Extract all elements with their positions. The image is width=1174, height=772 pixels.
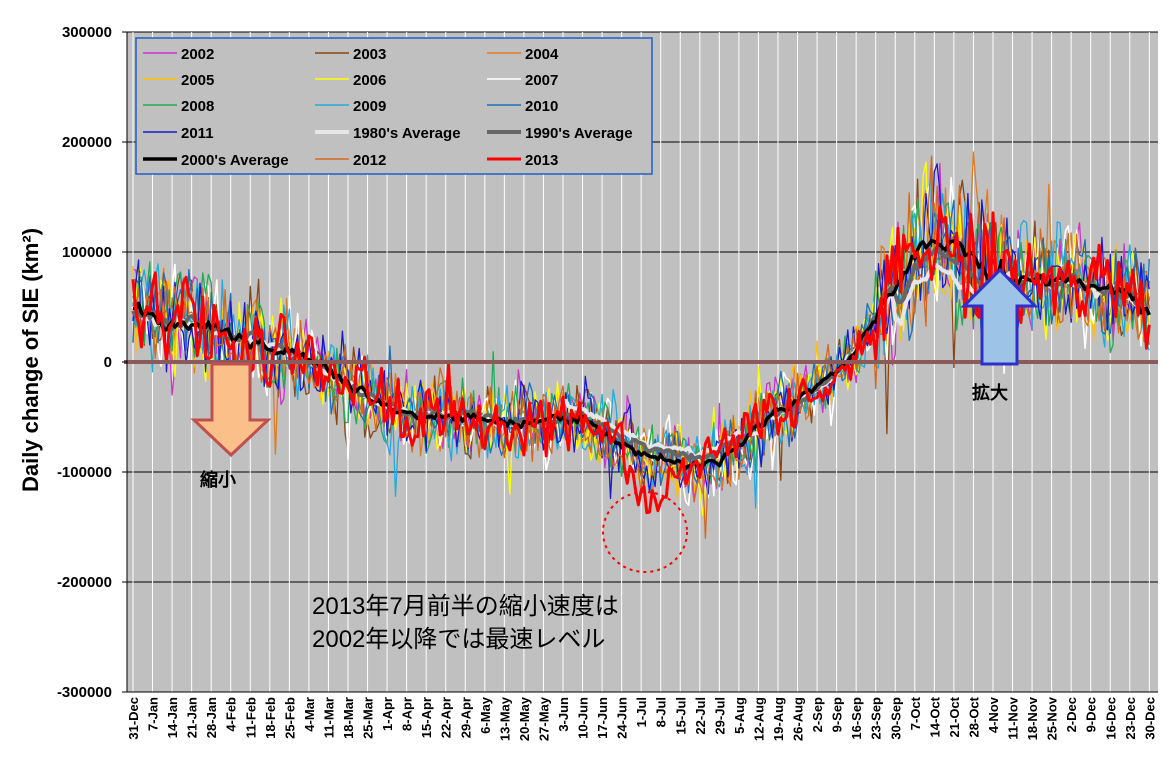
x-tick-label: 11-Mar [321,697,336,738]
highlight-circle [602,491,688,573]
x-tick-label: 8-Jul [654,697,669,727]
legend-entry-label: 2012 [353,152,386,169]
x-tick-label: 16-Sep [849,697,864,740]
x-tick-label: 9-Dec [1084,697,1099,732]
x-tick-label: 8-Apr [400,697,415,731]
x-tick-label: 22-Jul [693,697,708,735]
x-tick-label: 31-Dec [126,697,141,740]
legend-entry-label: 2002 [181,46,214,63]
x-tick-label: 17-Jun [595,697,610,739]
y-tick-label: -300000 [57,684,112,701]
x-tick-label: 2-Dec [1064,697,1079,732]
y-tick-label: -200000 [57,574,112,591]
shrink-label: 縮小 [200,469,236,490]
legend-entry-label: 2011 [181,125,214,142]
series-line-2000-s-average [132,238,1151,470]
x-tick-label: 22-Apr [439,697,454,738]
x-tick-label: 23-Sep [869,697,884,740]
x-tick-label: 26-Aug [791,697,806,741]
x-tick-label: 25-Mar [361,697,376,739]
legend-entry-label: 2004 [525,46,559,63]
x-tick-label: 5-Aug [732,697,747,734]
expand-arrow-icon [960,267,1039,366]
x-tick-label: 14-Jan [165,697,180,738]
x-tick-label: 28-Jan [204,697,219,738]
x-tick-label: 20-May [517,696,532,741]
x-tick-label: 6-May [478,696,493,734]
x-tick-label: 13-May [497,696,512,741]
legend-box [135,37,653,175]
x-tick-label: 30-Sep [888,697,903,740]
legend-entry-label: 1990's Average [525,125,633,142]
x-tick-label: 21-Jan [185,697,200,738]
x-tick-label: 10-Jun [576,697,591,739]
legend: 2002 2003 2004 2005 2006 2007 2008 2009 2010 2011… [135,37,653,175]
note-line-2: 2002年以降では最速レベル [312,626,605,653]
y-tick-label: 200000 [62,134,112,151]
legend-entry-label: 2008 [181,98,214,115]
x-tick-label: 15-Apr [419,697,434,738]
note-line-1: 2013年7月前半の縮小速度は [312,593,619,620]
x-tick-label: 9-Sep [830,697,845,732]
series-line-2011 [132,163,1150,500]
x-tick-label: 18-Feb [263,697,278,739]
x-tick-label: 18-Mar [341,697,356,739]
legend-entry-label: 1980's Average [353,125,461,142]
legend-entry-label: 2005 [181,72,214,89]
x-tick-label: 29-Apr [458,697,473,738]
shrink-arrow-icon [190,362,272,458]
x-tick-label: 11-Feb [243,697,258,738]
legend-entry-label: 2007 [525,72,558,89]
legend-entry-label: 2013 [525,152,558,169]
series-line-2013 [131,205,1151,515]
x-tick-label: 4-Feb [224,697,239,732]
legend-entry-label: 2003 [353,46,386,63]
x-tick-label: 14-Oct [927,696,942,737]
x-tick-label: 24-Jun [615,697,630,739]
x-tick-label: 7-Jan [146,697,161,731]
x-tick-label: 27-May [536,696,551,741]
x-tick-label: 1-Apr [380,697,395,731]
x-tick-label: 29-Jul [712,697,727,735]
x-tick-label: 23-Dec [1123,697,1138,740]
y-axis-label: Daily change of SIE (km²) [18,228,43,492]
x-tick-label: 15-Jul [673,697,688,735]
y-tick-label: 100000 [62,244,112,261]
y-tick-label: 300000 [62,24,112,41]
x-tick-label: 28-Oct [966,696,981,737]
x-tick-label: 25-Feb [282,697,297,739]
legend-entry-label: 2000's Average [181,152,289,169]
x-tick-label: 3-Jun [556,697,571,732]
x-tick-label: 16-Dec [1103,697,1118,740]
x-tick-label: 30-Dec [1142,697,1157,740]
x-tick-label: 2-Sep [810,697,825,732]
x-tick-label: 4-Nov [986,696,1001,733]
x-tick-label: 18-Nov [1025,696,1040,740]
x-tick-label: 19-Aug [771,697,786,741]
legend-entry-label: 2009 [353,98,386,115]
x-tick-label: 1-Jul [634,697,649,727]
y-tick-label: 0 [104,354,112,371]
x-tick-label: 4-Mar [302,697,317,732]
y-tick-label: -100000 [57,464,112,481]
legend-entry-label: 2006 [353,72,386,89]
x-tick-label: 7-Oct [908,696,923,730]
legend-entry-label: 2010 [525,98,558,115]
x-tick-label: 21-Oct [947,696,962,737]
x-tick-label: 25-Nov [1045,696,1060,740]
series-line-1990-s-average [131,243,1150,461]
x-tick-label: 11-Nov [1006,696,1021,739]
expand-label: 拡大 [972,382,1008,403]
x-tick-label: 12-Aug [751,697,766,741]
